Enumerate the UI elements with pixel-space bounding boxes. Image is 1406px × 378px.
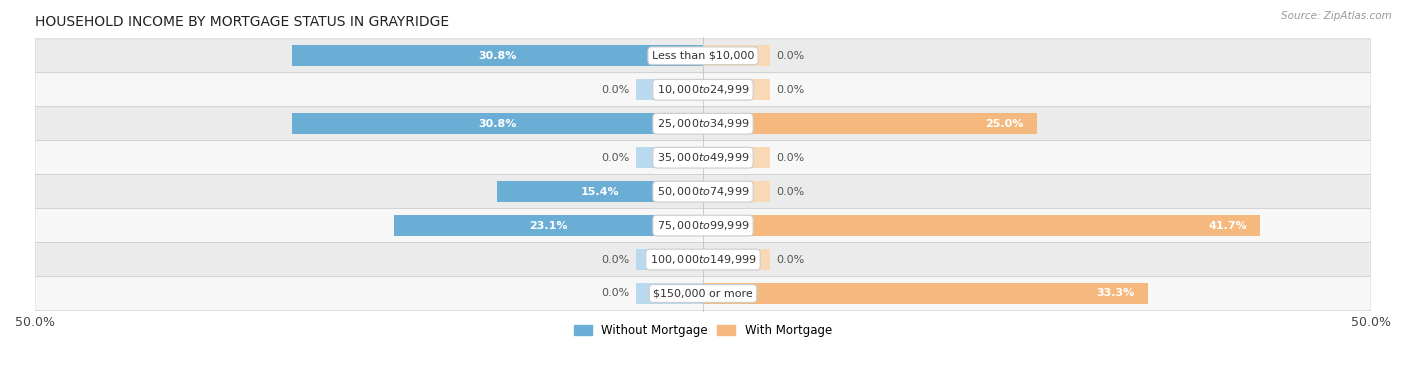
Text: 0.0%: 0.0% xyxy=(776,51,804,61)
Bar xyxy=(636,79,703,100)
Legend: Without Mortgage, With Mortgage: Without Mortgage, With Mortgage xyxy=(569,319,837,342)
Text: 0.0%: 0.0% xyxy=(602,288,630,299)
Text: $75,000 to $99,999: $75,000 to $99,999 xyxy=(657,219,749,232)
Text: 23.1%: 23.1% xyxy=(530,221,568,231)
Bar xyxy=(703,249,770,270)
FancyBboxPatch shape xyxy=(35,175,1371,209)
Text: 15.4%: 15.4% xyxy=(581,187,620,197)
Bar xyxy=(703,45,770,66)
Text: Source: ZipAtlas.com: Source: ZipAtlas.com xyxy=(1281,11,1392,21)
Bar xyxy=(291,45,703,66)
Bar xyxy=(498,181,703,202)
FancyBboxPatch shape xyxy=(35,209,1371,243)
Text: HOUSEHOLD INCOME BY MORTGAGE STATUS IN GRAYRIDGE: HOUSEHOLD INCOME BY MORTGAGE STATUS IN G… xyxy=(35,15,449,29)
Text: 30.8%: 30.8% xyxy=(478,119,516,129)
Text: $25,000 to $34,999: $25,000 to $34,999 xyxy=(657,117,749,130)
FancyBboxPatch shape xyxy=(35,243,1371,277)
Text: 0.0%: 0.0% xyxy=(602,153,630,163)
Text: 33.3%: 33.3% xyxy=(1097,288,1135,299)
FancyBboxPatch shape xyxy=(35,141,1371,175)
Bar xyxy=(703,215,1260,236)
Bar xyxy=(636,283,703,304)
FancyBboxPatch shape xyxy=(35,277,1371,310)
Bar xyxy=(703,181,770,202)
Text: $100,000 to $149,999: $100,000 to $149,999 xyxy=(650,253,756,266)
Bar xyxy=(636,249,703,270)
Bar xyxy=(395,215,703,236)
FancyBboxPatch shape xyxy=(35,39,1371,73)
FancyBboxPatch shape xyxy=(35,73,1371,107)
Text: 41.7%: 41.7% xyxy=(1208,221,1247,231)
Text: $35,000 to $49,999: $35,000 to $49,999 xyxy=(657,151,749,164)
Text: 0.0%: 0.0% xyxy=(776,85,804,95)
Bar xyxy=(703,283,1147,304)
Text: $150,000 or more: $150,000 or more xyxy=(654,288,752,299)
Bar xyxy=(703,147,770,168)
FancyBboxPatch shape xyxy=(35,107,1371,141)
Text: 0.0%: 0.0% xyxy=(602,254,630,265)
Text: 0.0%: 0.0% xyxy=(776,153,804,163)
Text: 0.0%: 0.0% xyxy=(602,85,630,95)
Text: $50,000 to $74,999: $50,000 to $74,999 xyxy=(657,185,749,198)
Bar xyxy=(703,113,1038,134)
Bar xyxy=(291,113,703,134)
Bar xyxy=(703,79,770,100)
Text: 25.0%: 25.0% xyxy=(986,119,1024,129)
Bar xyxy=(636,147,703,168)
Text: 0.0%: 0.0% xyxy=(776,187,804,197)
Text: 0.0%: 0.0% xyxy=(776,254,804,265)
Text: $10,000 to $24,999: $10,000 to $24,999 xyxy=(657,83,749,96)
Text: 30.8%: 30.8% xyxy=(478,51,516,61)
Text: Less than $10,000: Less than $10,000 xyxy=(652,51,754,61)
